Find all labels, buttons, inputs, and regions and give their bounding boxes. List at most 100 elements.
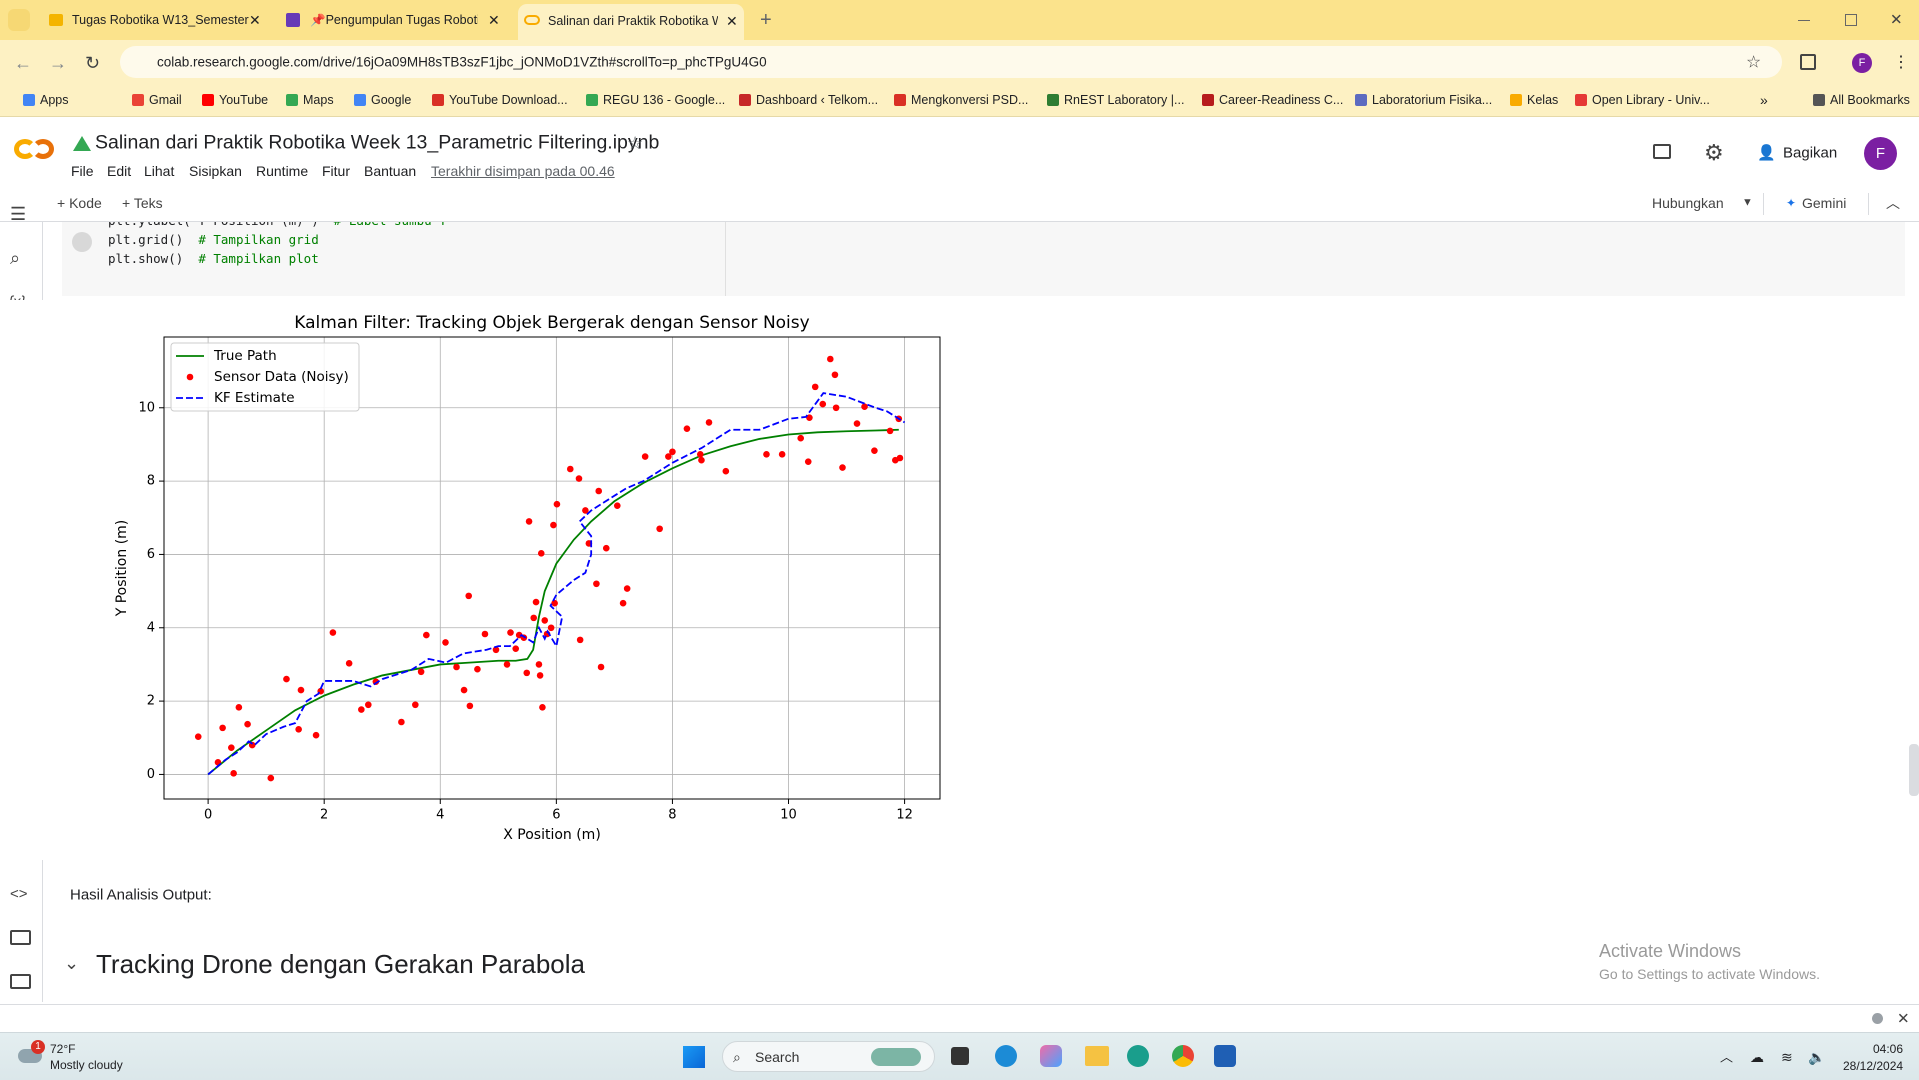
taskbar-app[interactable]: [995, 1045, 1017, 1067]
chart-title: Kalman Filter: Tracking Objek Bergerak d…: [294, 313, 809, 333]
bookmark[interactable]: All Bookmarks: [1830, 92, 1910, 107]
data-point: [819, 400, 827, 408]
clock-time[interactable]: 04:06: [1873, 1042, 1904, 1056]
data-point: [811, 383, 819, 391]
extensions[interactable]: [1800, 54, 1816, 70]
tab-close[interactable]: ✕: [726, 13, 738, 29]
menu-item[interactable]: Fitur: [322, 163, 350, 179]
volume-icon[interactable]: 🔈: [1808, 1049, 1826, 1065]
tray-overflow[interactable]: ︿: [1720, 1049, 1734, 1065]
menu-item[interactable]: File: [71, 163, 94, 179]
bookmark[interactable]: Laboratorium Fisika...: [1372, 92, 1493, 107]
connect-dropdown[interactable]: ▼: [1742, 196, 1753, 209]
data-point: [503, 661, 511, 668]
active-tab[interactable]: Salinan dari Praktik Robotika W ✕: [518, 4, 744, 40]
bookmark[interactable]: Gmail: [149, 92, 182, 107]
add-code[interactable]: + Kode: [57, 195, 102, 211]
reload-button[interactable]: ↻: [85, 53, 101, 73]
notebook-title[interactable]: Salinan dari Praktik Robotika Week 13_Pa…: [95, 131, 660, 154]
comments-button[interactable]: [1653, 144, 1671, 159]
code-cell[interactable]: plt.ylabel('Y Position (m)') # Label sum…: [62, 222, 1905, 296]
start-button[interactable]: [683, 1046, 705, 1068]
taskbar-app[interactable]: [1040, 1045, 1062, 1067]
tab[interactable]: Tugas Robotika W13_Semester ✕: [40, 6, 266, 36]
bookmark[interactable]: Mengkonversi PSD...: [911, 92, 1029, 107]
add-text[interactable]: + Teks: [122, 195, 163, 211]
status-close[interactable]: ✕: [1897, 1010, 1910, 1028]
settings-button[interactable]: ⚙: [1704, 140, 1724, 165]
taskbar-app[interactable]: [1214, 1045, 1236, 1067]
star[interactable]: ☆: [627, 133, 644, 153]
omnibox[interactable]: colab.research.google.com/drive/16jOa09M…: [120, 46, 1782, 78]
menu-item[interactable]: Edit: [107, 163, 132, 179]
data-point: [512, 645, 520, 652]
bookmark[interactable]: YouTube: [219, 92, 269, 107]
menu-item[interactable]: Bantuan: [364, 163, 417, 179]
data-point: [582, 507, 589, 514]
scrollbar[interactable]: [1909, 744, 1919, 796]
taskbar-app[interactable]: [951, 1047, 969, 1065]
data-point: [453, 663, 460, 671]
tab[interactable]: 📌Pengumpulan Tugas Robotik ✕: [280, 6, 506, 36]
bookmark[interactable]: Kelas: [1527, 92, 1559, 107]
collapse-button[interactable]: ︿: [1886, 195, 1900, 211]
bookmark[interactable]: Open Library - Univ...: [1592, 92, 1710, 107]
bookmark[interactable]: Google: [371, 92, 412, 107]
data-point: [312, 731, 320, 739]
back-button[interactable]: ←: [14, 53, 32, 73]
bookmark[interactable]: Apps: [40, 92, 69, 107]
bookmark-star[interactable]: ☆: [1746, 52, 1762, 72]
tab-close[interactable]: ✕: [488, 12, 500, 28]
bookmark[interactable]: Dashboard ‹ Telkom...: [756, 92, 879, 107]
taskbar: 1 72°F Mostly cloudy ⌕ Search ︿ ☁ ≋ 🔈 04…: [0, 1032, 1919, 1080]
bookmarks-overflow[interactable]: »: [1760, 92, 1768, 108]
menu[interactable]: ⋮: [1893, 54, 1909, 71]
search-box[interactable]: ⌕ Search: [722, 1041, 935, 1072]
bookmark[interactable]: REGU 136 - Google...: [603, 92, 726, 107]
run-button[interactable]: [72, 232, 92, 252]
restore[interactable]: [1845, 14, 1857, 26]
command-palette[interactable]: [10, 930, 31, 945]
x-tick-label: 6: [552, 808, 560, 823]
gemini-button[interactable]: Gemini: [1802, 195, 1847, 211]
section-toggle[interactable]: ⌄: [64, 953, 80, 973]
bookmark[interactable]: RnEST Laboratory |...: [1064, 92, 1185, 107]
menu-item[interactable]: Sisipkan: [189, 163, 242, 179]
snippets-button[interactable]: <>: [10, 885, 28, 903]
minimize[interactable]: [1798, 20, 1810, 21]
search-button[interactable]: ⌕: [10, 248, 21, 268]
tab-close[interactable]: ✕: [249, 12, 261, 28]
figure-background: [0, 300, 1000, 860]
save-status[interactable]: Terakhir disimpan pada 00.46: [431, 163, 615, 179]
new-tab[interactable]: +: [760, 9, 772, 31]
toc-button[interactable]: ☰: [10, 204, 27, 224]
account-avatar[interactable]: F: [1864, 137, 1897, 170]
wifi-icon[interactable]: ≋: [1781, 1049, 1793, 1065]
forward-button[interactable]: →: [49, 53, 67, 73]
tab-search-button[interactable]: [8, 9, 30, 31]
profile-avatar[interactable]: F: [1852, 53, 1872, 73]
window-close[interactable]: ✕: [1890, 11, 1903, 29]
bookmark[interactable]: Career-Readiness C...: [1219, 92, 1344, 107]
taskbar-app[interactable]: [1085, 1046, 1109, 1066]
tab-strip: Tugas Robotika W13_Semester ✕ 📌Pengumpul…: [0, 0, 1919, 40]
data-point: [575, 475, 583, 482]
tray-icon[interactable]: ☁: [1750, 1049, 1764, 1065]
data-point: [412, 701, 419, 709]
share-button[interactable]: Bagikan: [1783, 144, 1838, 162]
bookmark[interactable]: YouTube Download...: [449, 92, 568, 107]
data-point: [827, 355, 834, 363]
taskbar-app[interactable]: [1127, 1045, 1149, 1067]
connect-button[interactable]: Hubungkan: [1652, 195, 1724, 211]
menu-item[interactable]: Lihat: [144, 163, 175, 179]
clock-date[interactable]: 28/12/2024: [1843, 1059, 1904, 1073]
bookmark-icon: [1355, 94, 1367, 106]
data-point: [295, 726, 302, 733]
colab-logo[interactable]: [14, 139, 36, 159]
taskbar-app[interactable]: [1172, 1045, 1194, 1067]
data-point: [466, 702, 474, 710]
bookmark[interactable]: Maps: [303, 92, 334, 107]
menu-item[interactable]: Runtime: [256, 163, 309, 179]
terminal-button[interactable]: [10, 974, 31, 989]
